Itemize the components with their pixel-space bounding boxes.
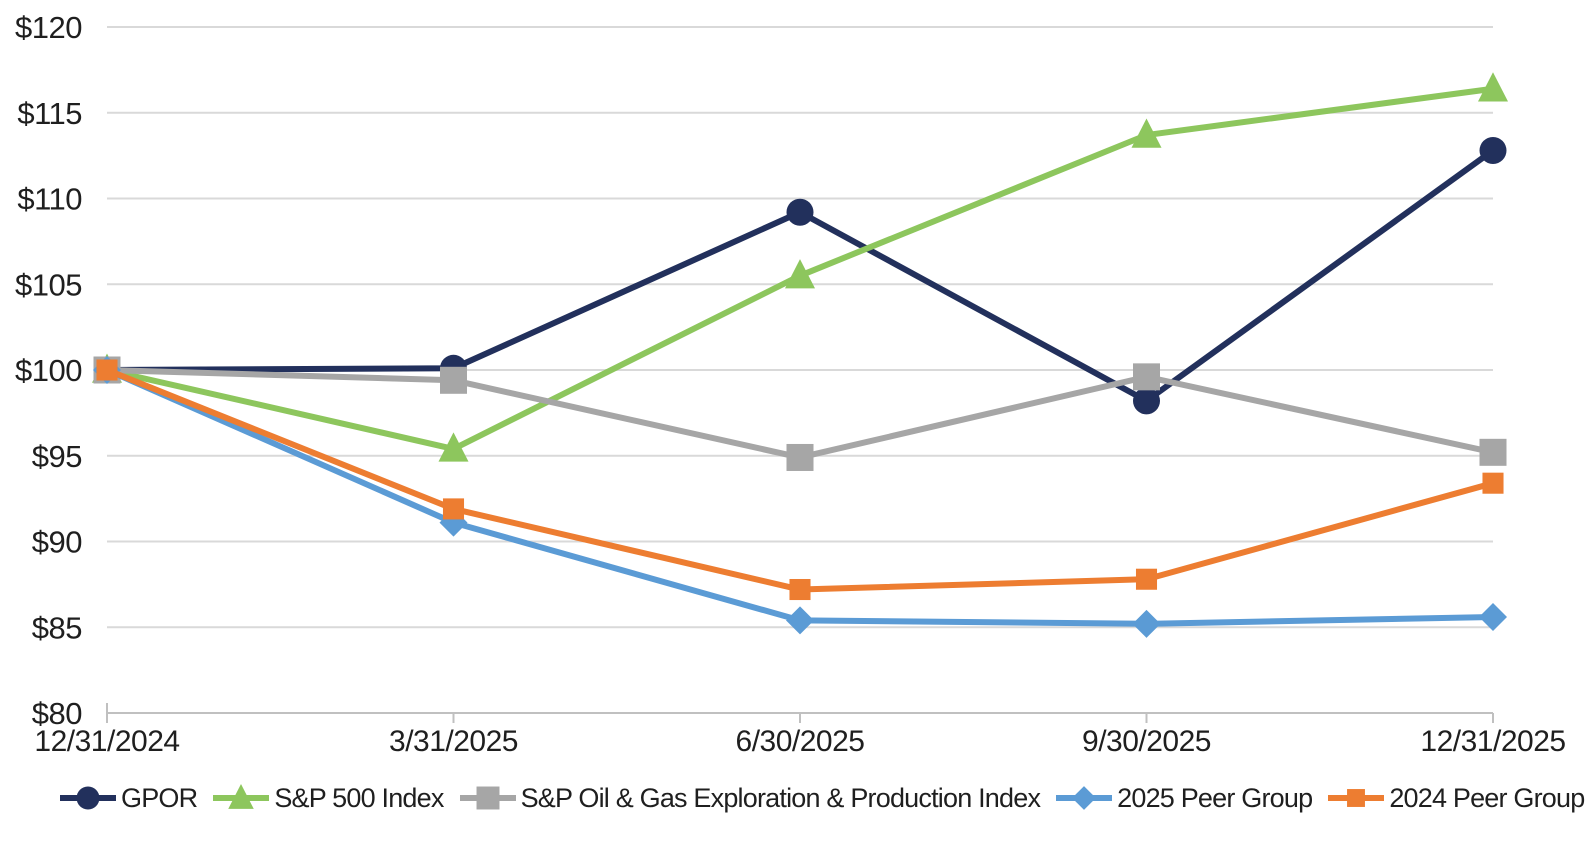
square-marker bbox=[1482, 472, 1504, 494]
x-axis-tick-label: 12/31/2024 bbox=[34, 725, 179, 758]
legend-item: 2024 Peer Group bbox=[1328, 780, 1585, 816]
y-axis-tick-label: $85 bbox=[32, 610, 82, 645]
diamond-marker bbox=[1132, 609, 1161, 638]
diamond-marker bbox=[1479, 602, 1507, 631]
square-marker bbox=[1479, 438, 1507, 466]
y-axis-tick-label: $110 bbox=[17, 182, 82, 217]
triangle-marker bbox=[228, 783, 255, 809]
y-axis-tick-label: $95 bbox=[32, 439, 82, 474]
legend-label: GPOR bbox=[121, 782, 198, 813]
legend-label: 2024 Peer Group bbox=[1389, 782, 1585, 813]
y-axis-tick-label: $105 bbox=[15, 267, 82, 302]
x-axis-tick-label: 6/30/2025 bbox=[736, 725, 865, 758]
legend-label: S&P 500 Index bbox=[274, 782, 444, 813]
square-marker bbox=[1133, 363, 1160, 391]
legend-item: GPOR bbox=[60, 780, 198, 816]
square-marker bbox=[1347, 789, 1366, 807]
diamond-marker bbox=[1072, 786, 1097, 810]
legend-label: 2025 Peer Group bbox=[1117, 782, 1313, 813]
square-marker bbox=[786, 443, 814, 471]
y-axis-tick-label: $90 bbox=[32, 525, 82, 560]
series-2024-peer-group bbox=[96, 359, 1504, 601]
square-marker bbox=[789, 578, 811, 601]
series-s-p-500-index bbox=[92, 72, 1508, 462]
square-marker bbox=[440, 366, 467, 394]
square-marker bbox=[1135, 568, 1158, 590]
y-axis-tick-label: $100 bbox=[15, 353, 82, 388]
legend-item: S&P Oil & Gas Exploration & Production I… bbox=[459, 780, 1041, 816]
y-axis-tick-label: $120 bbox=[15, 10, 82, 45]
series-line bbox=[105, 367, 1494, 593]
legend-swatch-square-large-icon bbox=[459, 786, 516, 810]
triangle-marker bbox=[1478, 72, 1508, 102]
legend-label: S&P Oil & Gas Exploration & Production I… bbox=[520, 782, 1041, 813]
square-marker bbox=[96, 359, 118, 381]
legend-swatch-circle-icon bbox=[60, 786, 116, 810]
legend-item: S&P 500 Index bbox=[213, 780, 444, 816]
circle-marker bbox=[1479, 136, 1507, 164]
circle-marker bbox=[786, 198, 814, 226]
diamond-marker bbox=[786, 606, 814, 635]
square-marker bbox=[476, 786, 500, 810]
y-axis-tick-label: $80 bbox=[32, 696, 82, 731]
y-axis-tick-label: $115 bbox=[17, 96, 82, 131]
circle-marker bbox=[76, 786, 100, 810]
triangle-marker bbox=[438, 432, 469, 462]
x-axis-tick-label: 3/31/2025 bbox=[389, 725, 518, 758]
triangle-marker bbox=[1131, 118, 1162, 148]
x-axis-tick-label: 9/30/2025 bbox=[1082, 725, 1211, 758]
legend-item: 2025 Peer Group bbox=[1056, 780, 1313, 816]
legend-swatch-diamond-icon bbox=[1056, 786, 1113, 810]
chart-legend: GPOR S&P 500 Index S&P Oil & Gas Explorati… bbox=[60, 772, 1585, 824]
x-axis-tick-label: 12/31/2025 bbox=[1420, 725, 1565, 758]
legend-swatch-triangle-icon bbox=[213, 783, 270, 809]
legend-swatch-square-small-icon bbox=[1328, 789, 1385, 807]
circle-marker bbox=[1133, 387, 1160, 415]
triangle-marker bbox=[785, 259, 815, 289]
square-marker bbox=[442, 498, 465, 520]
